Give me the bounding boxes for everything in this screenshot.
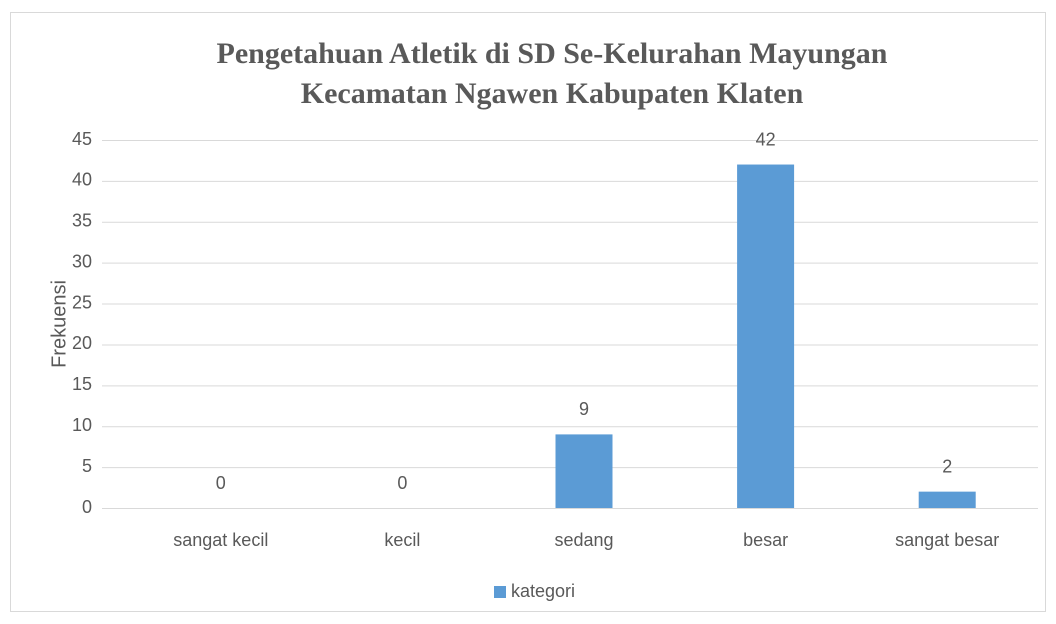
y-tick-label: 20 — [72, 333, 92, 353]
x-tick-label: sangat kecil — [173, 530, 268, 550]
y-tick-label: 10 — [72, 415, 92, 435]
data-label: 0 — [216, 473, 226, 493]
legend-label: kategori — [511, 581, 575, 601]
y-tick-label: 25 — [72, 292, 92, 312]
data-label: 2 — [942, 456, 952, 476]
bar — [737, 164, 795, 509]
data-label: 0 — [397, 473, 407, 493]
chart-title: Pengetahuan Atletik di SD Se-Kelurahan M… — [217, 37, 888, 70]
y-tick-label: 5 — [82, 456, 92, 476]
chart-border — [10, 12, 1046, 612]
bar — [918, 491, 976, 508]
y-tick-label: 35 — [72, 211, 92, 231]
chart-title: Kecamatan Ngawen Kabupaten Klaten — [301, 77, 804, 110]
y-axis-label: Frekuensi — [48, 280, 70, 368]
y-tick-label: 15 — [72, 374, 92, 394]
x-tick-label: kecil — [384, 530, 420, 550]
x-tick-label: sedang — [554, 530, 613, 550]
y-tick-label: 40 — [72, 170, 92, 190]
x-tick-label: besar — [743, 530, 788, 550]
x-tick-label: sangat besar — [895, 530, 999, 550]
data-label: 42 — [756, 129, 776, 149]
bar — [555, 434, 613, 508]
y-tick-label: 0 — [82, 497, 92, 517]
legend-swatch — [494, 586, 506, 598]
y-tick-label: 45 — [72, 129, 92, 149]
y-tick-label: 30 — [72, 251, 92, 271]
data-label: 9 — [579, 399, 589, 419]
